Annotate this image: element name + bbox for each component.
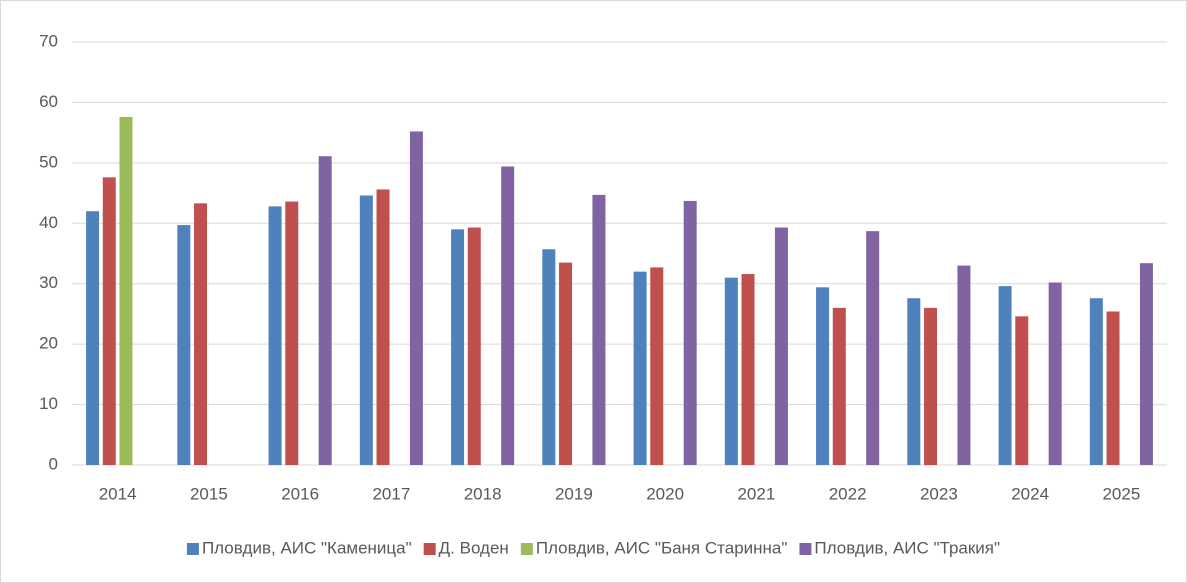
bar — [451, 229, 465, 465]
bar — [409, 131, 423, 466]
bar — [683, 200, 697, 466]
x-tick-label: 2016 — [281, 484, 319, 503]
bar — [1048, 282, 1062, 465]
y-tick-label: 70 — [39, 31, 58, 50]
y-tick-label: 40 — [39, 213, 58, 232]
y-tick-label: 60 — [39, 92, 58, 111]
legend-label: Пловдив, АИС "Тракия" — [814, 538, 1000, 557]
bar — [1015, 316, 1029, 465]
bar — [866, 231, 880, 465]
x-tick-label: 2021 — [737, 484, 775, 503]
y-tick-label: 10 — [39, 394, 58, 413]
bar — [816, 287, 830, 465]
bar — [285, 201, 299, 465]
bar — [774, 227, 788, 465]
y-tick-label: 20 — [39, 334, 58, 353]
bar — [542, 249, 556, 465]
bar — [467, 227, 481, 465]
bar — [832, 307, 846, 465]
bar — [359, 195, 373, 465]
y-tick-label: 50 — [39, 152, 58, 171]
x-tick-label: 2019 — [555, 484, 593, 503]
x-tick-label: 2023 — [920, 484, 958, 503]
bar — [119, 116, 133, 465]
legend-label: Пловдив, АИС "Баня Старинна" — [536, 538, 788, 557]
x-tick-label: 2025 — [1102, 484, 1140, 503]
legend-swatch — [186, 543, 199, 555]
legend-label: Пловдив, АИС "Каменица" — [202, 538, 412, 557]
legend-swatch — [423, 543, 436, 555]
bar — [724, 277, 738, 465]
bar — [177, 225, 191, 465]
bar — [1089, 298, 1103, 465]
bar — [1106, 311, 1120, 465]
bar — [907, 298, 921, 465]
bar — [741, 274, 755, 465]
x-tick-label: 2017 — [372, 484, 410, 503]
x-tick-label: 2015 — [190, 484, 228, 503]
legend-swatch — [799, 543, 812, 555]
bar — [501, 166, 515, 466]
bar — [318, 156, 332, 465]
bar — [376, 189, 390, 465]
y-tick-label: 30 — [39, 273, 58, 292]
bar — [998, 286, 1012, 465]
x-tick-label: 2020 — [646, 484, 684, 503]
y-tick-label: 0 — [49, 454, 58, 473]
legend-label: Д. Воден — [439, 538, 509, 557]
bar — [268, 206, 282, 465]
bar — [592, 194, 606, 466]
bar — [924, 307, 938, 465]
x-tick-label: 2014 — [99, 484, 137, 503]
x-tick-label: 2018 — [464, 484, 502, 503]
bar — [559, 262, 573, 465]
bar — [86, 211, 100, 465]
bar — [102, 177, 116, 466]
bar — [633, 271, 647, 465]
legend-swatch — [520, 543, 533, 555]
bar — [1139, 263, 1153, 465]
bar — [957, 265, 971, 465]
x-tick-label: 2024 — [1011, 484, 1049, 503]
bar — [650, 267, 664, 465]
x-tick-label: 2022 — [829, 484, 867, 503]
bar — [194, 203, 208, 465]
